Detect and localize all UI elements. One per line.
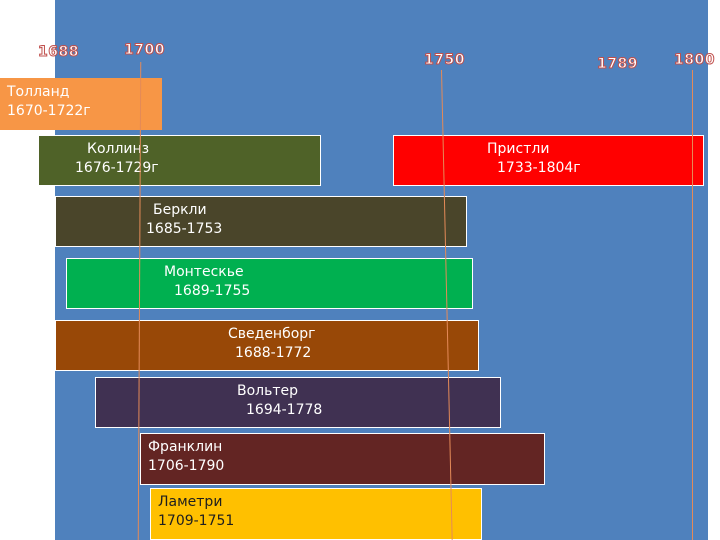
bar-priestley-name: Пристли	[487, 141, 550, 157]
bar-lamettrie: Ламетри 1709-1751	[150, 488, 482, 540]
year-label-1800: 1800	[674, 52, 715, 69]
bar-collins-name: Коллинз	[87, 141, 150, 157]
bar-collins: Коллинз 1676-1729г	[38, 135, 321, 186]
bar-berkeley-dates: 1685-1753	[146, 221, 223, 237]
bar-voltaire-dates: 1694-1778	[246, 402, 323, 418]
bar-swedenborg: Сведенборг 1688-1772	[55, 320, 479, 371]
bar-berkeley-name: Беркли	[153, 202, 207, 218]
bar-collins-dates: 1676-1729г	[75, 160, 159, 176]
year-label-1789: 1789	[597, 56, 638, 73]
bar-tolland: Толланд 1670-1722г	[0, 78, 162, 130]
marker-line-1800	[692, 70, 693, 540]
year-label-1688: 1688	[38, 44, 79, 61]
bar-swedenborg-dates: 1688-1772	[235, 345, 312, 361]
bar-tolland-dates: 1670-1722г	[7, 103, 91, 119]
bar-lamettrie-name: Ламетри	[158, 494, 223, 510]
bar-montesquieu: Монтескье 1689-1755	[66, 258, 473, 309]
year-label-1750: 1750	[424, 52, 465, 69]
bar-voltaire-name: Вольтер	[237, 383, 299, 399]
bar-tolland-name: Толланд	[7, 84, 70, 100]
bar-priestley: Пристли 1733-1804г	[393, 135, 704, 186]
bar-montesquieu-dates: 1689-1755	[174, 283, 251, 299]
year-label-1700: 1700	[124, 42, 165, 59]
bar-lamettrie-dates: 1709-1751	[158, 513, 235, 529]
bar-franklin-dates: 1706-1790	[148, 458, 225, 474]
bar-montesquieu-name: Монтескье	[164, 264, 244, 280]
bar-priestley-dates: 1733-1804г	[497, 160, 581, 176]
bar-franklin: Франклин 1706-1790	[140, 433, 545, 485]
bar-voltaire: Вольтер 1694-1778	[95, 377, 501, 428]
bar-berkeley: Беркли 1685-1753	[55, 196, 467, 247]
bar-swedenborg-name: Сведенборг	[228, 326, 316, 342]
bar-franklin-name: Франклин	[148, 439, 223, 455]
